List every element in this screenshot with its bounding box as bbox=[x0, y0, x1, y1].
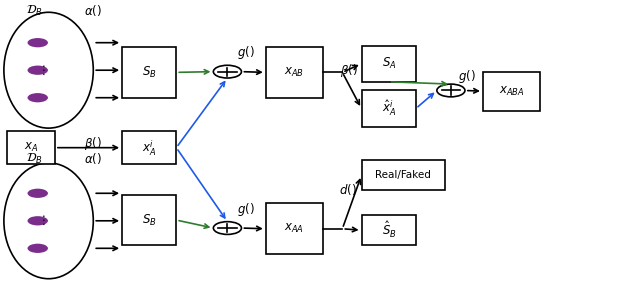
Text: $S_B$: $S_B$ bbox=[141, 213, 156, 228]
Bar bbox=[266, 47, 323, 98]
Bar bbox=[266, 203, 323, 254]
Bar bbox=[362, 215, 416, 245]
Text: $S_A$: $S_A$ bbox=[381, 56, 396, 71]
Text: $\beta()$: $\beta()$ bbox=[340, 62, 358, 79]
Circle shape bbox=[28, 93, 48, 102]
Text: $x_{AB}$: $x_{AB}$ bbox=[284, 66, 305, 79]
Bar bbox=[483, 72, 540, 111]
Text: $x_A^i$: $x_A^i$ bbox=[141, 138, 156, 157]
Text: Real/Faked: Real/Faked bbox=[375, 170, 431, 180]
Text: $x_{AA}$: $x_{AA}$ bbox=[284, 222, 305, 235]
Text: $S_B$: $S_B$ bbox=[141, 65, 156, 80]
Text: $\beta()$: $\beta()$ bbox=[84, 135, 102, 152]
Text: $\vdots$: $\vdots$ bbox=[36, 214, 45, 227]
Circle shape bbox=[28, 38, 48, 47]
Text: $\vdots$: $\vdots$ bbox=[36, 64, 45, 77]
Text: $x_A$: $x_A$ bbox=[24, 141, 38, 154]
Text: $\hat{S}_B$: $\hat{S}_B$ bbox=[381, 220, 396, 240]
Bar bbox=[122, 131, 176, 164]
Circle shape bbox=[28, 65, 48, 75]
Circle shape bbox=[437, 84, 465, 97]
Bar bbox=[122, 195, 176, 245]
Bar bbox=[362, 160, 445, 190]
Circle shape bbox=[213, 65, 241, 78]
Text: $\mathcal{D}_B$: $\mathcal{D}_B$ bbox=[26, 152, 42, 166]
Bar bbox=[362, 91, 416, 127]
Circle shape bbox=[28, 216, 48, 226]
Text: $\mathcal{D}_B$: $\mathcal{D}_B$ bbox=[26, 4, 42, 18]
Text: $g()$: $g()$ bbox=[458, 68, 476, 85]
Ellipse shape bbox=[4, 12, 93, 128]
Text: $\alpha()$: $\alpha()$ bbox=[84, 151, 102, 166]
Text: $\hat{x}_A^i$: $\hat{x}_A^i$ bbox=[381, 99, 396, 118]
Text: $x_{ABA}$: $x_{ABA}$ bbox=[499, 85, 524, 98]
Bar bbox=[122, 47, 176, 98]
Text: $g()$: $g()$ bbox=[237, 201, 255, 218]
Text: $d()$: $d()$ bbox=[339, 182, 357, 197]
Bar bbox=[7, 131, 55, 164]
Circle shape bbox=[28, 189, 48, 198]
Circle shape bbox=[213, 222, 241, 235]
Text: $g()$: $g()$ bbox=[237, 44, 255, 61]
Bar bbox=[362, 46, 416, 82]
Text: $\alpha()$: $\alpha()$ bbox=[84, 3, 102, 18]
Ellipse shape bbox=[4, 163, 93, 279]
Circle shape bbox=[28, 244, 48, 253]
